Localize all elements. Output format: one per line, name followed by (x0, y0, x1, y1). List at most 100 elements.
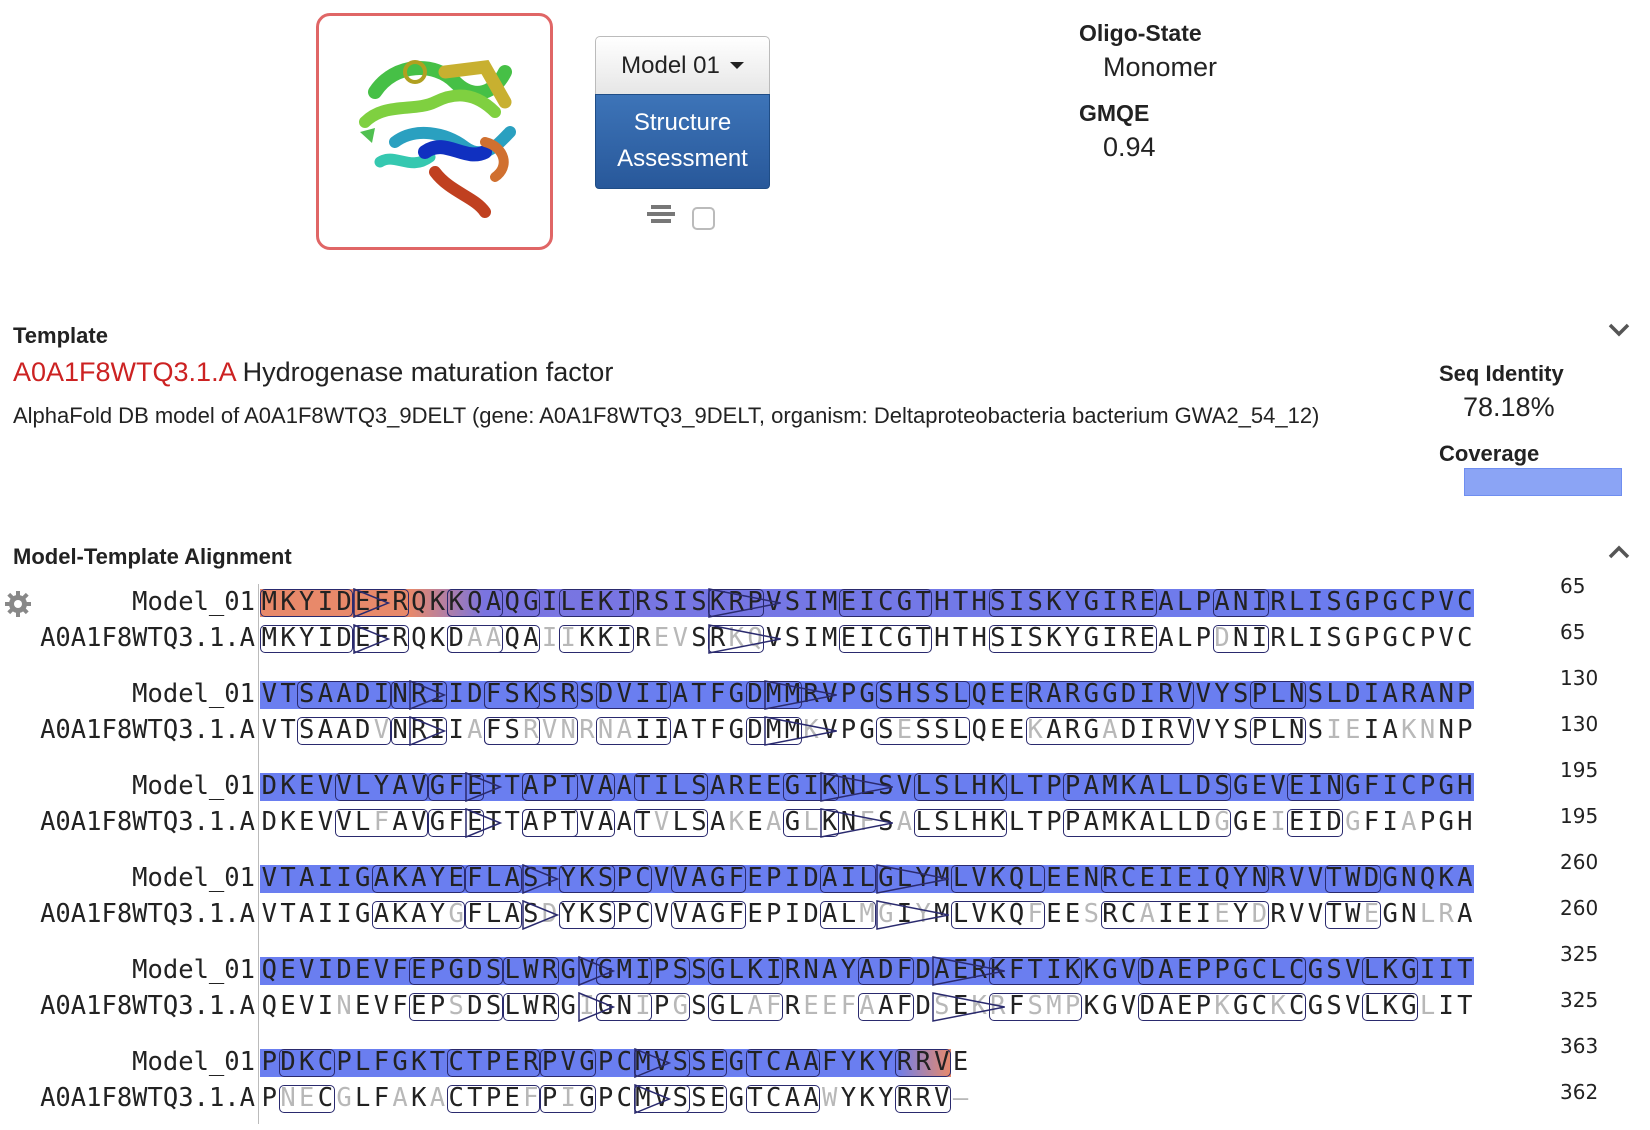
residue: P (1214, 955, 1230, 985)
model-confidence-band (260, 1049, 952, 1077)
list-menu-icon[interactable] (647, 205, 675, 229)
residue: A (1046, 679, 1062, 709)
model-end-position: 325 (1560, 942, 1599, 966)
residue: Y (840, 955, 857, 985)
residue: G (1233, 771, 1249, 801)
residue: E (299, 1083, 315, 1113)
template-id-link[interactable]: A0A1F8WTQ3.1.A (13, 357, 236, 387)
residue: Y (560, 899, 576, 929)
residue: F (728, 899, 745, 929)
residue: Q (504, 623, 520, 653)
residue: A (597, 807, 614, 837)
residue: I (336, 899, 352, 929)
residue: M (822, 623, 838, 653)
helix-box (988, 993, 1082, 1021)
helix-box (951, 865, 1045, 893)
residue: K (411, 1047, 427, 1077)
residue: G (1083, 679, 1099, 709)
chevron-up-icon[interactable] (1608, 542, 1630, 564)
strand-arrow (820, 772, 894, 802)
residue: T (1457, 991, 1473, 1021)
residue: K (1046, 623, 1062, 653)
residue: V (1120, 955, 1137, 985)
residue: A (784, 1047, 801, 1077)
residue: D (280, 1047, 296, 1077)
gear-icon[interactable] (4, 590, 32, 618)
residue: C (766, 1083, 782, 1113)
residue: G (1307, 991, 1324, 1021)
residue: V (672, 863, 688, 893)
residue: S (1027, 991, 1043, 1021)
residue: L (859, 863, 875, 893)
residue: V (1176, 715, 1193, 745)
chevron-down-icon[interactable] (1608, 318, 1630, 340)
residue: E (747, 863, 763, 893)
residue: I (784, 899, 801, 929)
residue: T (952, 623, 969, 653)
residue: S (299, 679, 315, 709)
residue: L (1270, 955, 1286, 985)
residue: L (355, 807, 371, 837)
residue: Q (1008, 863, 1025, 893)
helix-box (558, 625, 634, 653)
helix-box (633, 773, 709, 801)
residue: T (485, 807, 502, 837)
residue: M (859, 899, 875, 929)
residue: G (728, 715, 745, 745)
residue: L (840, 899, 857, 929)
residue: G (579, 1047, 595, 1077)
model-end-position: 260 (1560, 850, 1599, 874)
residue: P (766, 899, 782, 929)
seq-identity-label: Seq Identity (1439, 361, 1564, 386)
residue: F (373, 1083, 390, 1113)
model-checkbox[interactable] (692, 207, 715, 230)
strand-arrow (932, 956, 1006, 986)
residue: S (485, 991, 502, 1021)
residue: E (1139, 587, 1155, 617)
model-label: Model_01 (132, 955, 255, 985)
residue: E (355, 955, 371, 985)
residue: Y (1214, 679, 1230, 709)
residue: T (747, 1083, 763, 1113)
residue: G (709, 955, 726, 985)
residue: V (934, 1047, 950, 1077)
residue: R (1270, 899, 1286, 929)
residue: L (1158, 771, 1174, 801)
alignment-view[interactable]: Model_01 M K Y I D E F R Q K K Q A Q G I L E K I R S I S K R P V S I M E… (0, 574, 1650, 1124)
residue: Y (840, 1083, 857, 1113)
structure-assessment-button[interactable]: Structure Assessment (595, 94, 770, 189)
residue: F (485, 679, 502, 709)
residue: G (597, 955, 614, 985)
residue: V (1289, 899, 1305, 929)
residue: R (915, 1047, 931, 1077)
residue: L (952, 863, 969, 893)
residue: G (448, 955, 464, 985)
residue: R (541, 991, 558, 1021)
residue: C (1401, 587, 1417, 617)
structure-thumbnail[interactable] (316, 13, 553, 250)
model-selector-dropdown[interactable]: Model 01 (595, 36, 770, 94)
residue: F (373, 623, 390, 653)
helix-box (1137, 993, 1307, 1021)
strand-arrow (353, 588, 391, 618)
residue: T (1326, 899, 1342, 929)
residue: Y (1233, 863, 1249, 893)
residue: I (1438, 991, 1454, 1021)
residue: W (523, 991, 539, 1021)
residue: P (541, 807, 558, 837)
residue: P (1457, 715, 1473, 745)
residue: S (1083, 899, 1099, 929)
residue: R (392, 623, 408, 653)
residue: Q (971, 715, 987, 745)
residue: C (878, 623, 894, 653)
residue: Y (878, 1083, 894, 1113)
residue: D (1363, 863, 1380, 893)
residue: S (691, 771, 707, 801)
helix-box (558, 589, 634, 617)
residue: R (784, 955, 801, 985)
residue: S (691, 807, 707, 837)
gmqe-label: GMQE (1079, 100, 1150, 126)
residue: G (1102, 991, 1118, 1021)
residue: K (1027, 715, 1043, 745)
residue: S (915, 679, 931, 709)
